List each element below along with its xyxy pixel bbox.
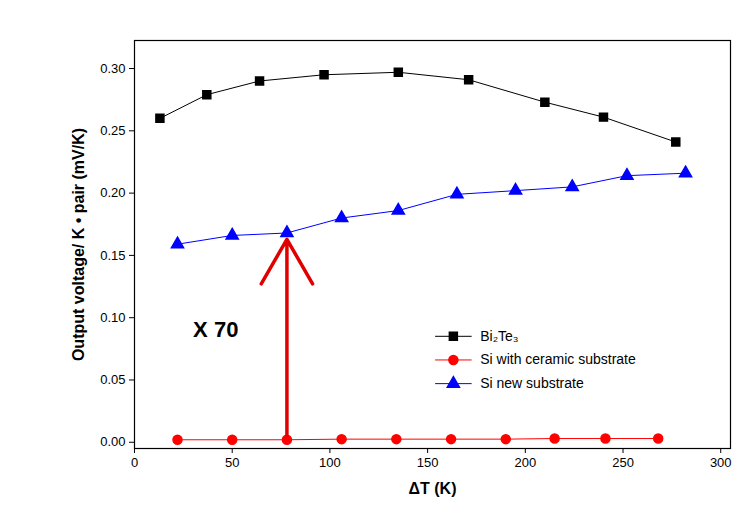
svg-text:Si with ceramic substrate: Si with ceramic substrate [480,351,636,367]
svg-text:0: 0 [131,455,138,470]
svg-text:Bi₂Te₃: Bi₂Te₃ [480,328,518,344]
svg-text:0.10: 0.10 [100,310,125,325]
svg-text:0.00: 0.00 [100,434,125,449]
svg-text:0.25: 0.25 [100,123,125,138]
svg-text:200: 200 [514,455,536,470]
svg-text:50: 50 [225,455,239,470]
svg-text:250: 250 [612,455,634,470]
svg-text:300: 300 [710,455,732,470]
svg-text:0.30: 0.30 [100,61,125,76]
svg-text:0.20: 0.20 [100,185,125,200]
svg-text:150: 150 [417,455,439,470]
svg-text:0.15: 0.15 [100,248,125,263]
svg-text:Si new substrate: Si new substrate [480,375,584,391]
svg-text:ΔT (K): ΔT (K) [409,480,457,497]
svg-text:X 70: X 70 [193,317,238,342]
svg-text:0.05: 0.05 [100,372,125,387]
svg-text:Output voltage/ K • pair (mV/K: Output voltage/ K • pair (mV/K) [70,128,87,361]
svg-text:100: 100 [319,455,341,470]
